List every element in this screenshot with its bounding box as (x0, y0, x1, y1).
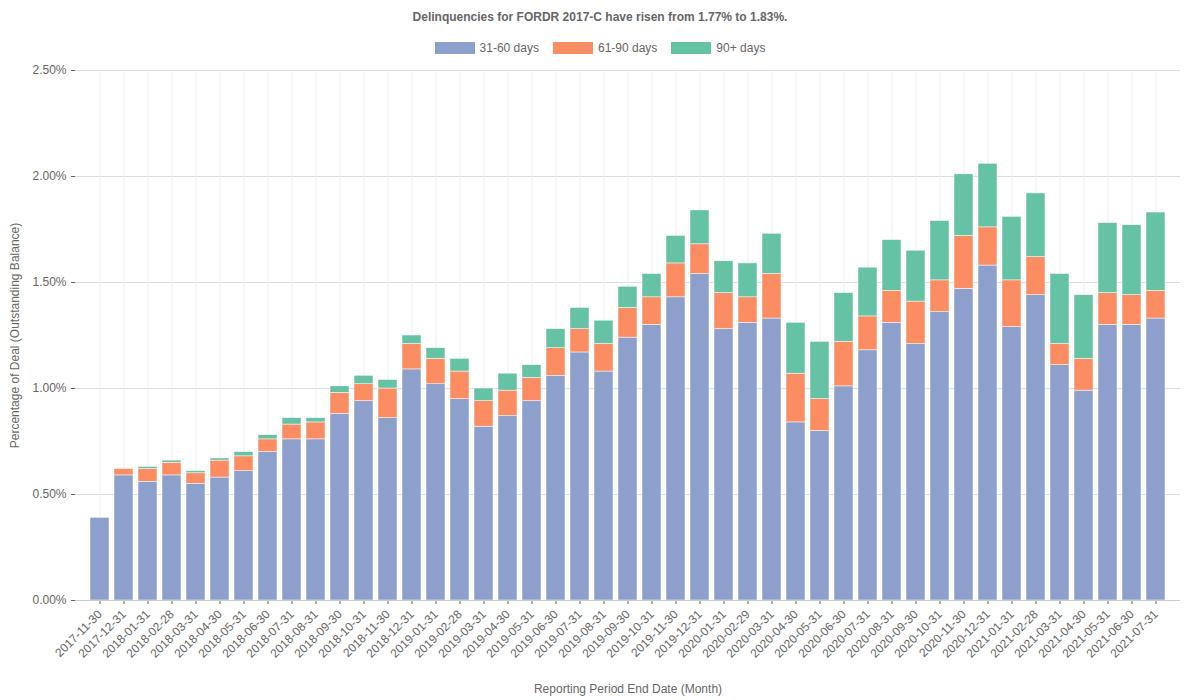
svg-text:2021-03-31: 2021-03-31 (1011, 607, 1065, 661)
svg-text:0.00%: 0.00% (32, 593, 66, 607)
svg-text:2020-02-29: 2020-02-29 (699, 607, 753, 661)
svg-text:2.50%: 2.50% (32, 63, 66, 77)
svg-text:2018-03-31: 2018-03-31 (147, 607, 201, 661)
svg-text:2019-02-28: 2019-02-28 (411, 607, 465, 661)
svg-text:2021-04-30: 2021-04-30 (1035, 607, 1089, 661)
svg-text:2019-03-31: 2019-03-31 (435, 607, 489, 661)
svg-text:2018-01-31: 2018-01-31 (99, 607, 153, 661)
svg-text:2018-07-31: 2018-07-31 (243, 607, 297, 661)
svg-text:2019-05-31: 2019-05-31 (483, 607, 537, 661)
svg-text:2020-06-30: 2020-06-30 (795, 607, 849, 661)
svg-text:2019-11-30: 2019-11-30 (628, 607, 681, 660)
svg-text:2020-12-31: 2020-12-31 (939, 607, 993, 661)
svg-text:2019-09-30: 2019-09-30 (579, 607, 633, 661)
html-text:90+ days: 90+ days (716, 41, 766, 55)
svg-text:2019-01-31: 2019-01-31 (387, 607, 441, 661)
svg-text:2020-04-30: 2020-04-30 (747, 607, 801, 661)
svg-text:0.50%: 0.50% (32, 487, 66, 501)
svg-text:2020-07-31: 2020-07-31 (819, 607, 873, 661)
svg-text:1.00%: 1.00% (32, 381, 66, 395)
svg-text:2021-01-31: 2021-01-31 (963, 607, 1017, 661)
html-text:Delinquencies for FORDR 2017-C: Delinquencies for FORDR 2017-C have rise… (412, 10, 788, 24)
html-text:31-60 days: 31-60 days (479, 41, 539, 55)
svg-text:2018-08-31: 2018-08-31 (267, 607, 321, 661)
svg-text:2020-01-31: 2020-01-31 (675, 607, 729, 661)
html-text:61-90 days: 61-90 days (598, 41, 658, 55)
svg-text:2021-06-30: 2021-06-30 (1083, 607, 1137, 661)
svg-text:2018-04-30: 2018-04-30 (171, 607, 225, 661)
svg-text:2017-12-31: 2017-12-31 (75, 607, 129, 661)
svg-text:Reporting Period End Date (Mon: Reporting Period End Date (Month) (534, 682, 722, 696)
svg-text:2019-08-31: 2019-08-31 (555, 607, 609, 661)
svg-text:1.50%: 1.50% (32, 275, 66, 289)
svg-text:2021-02-28: 2021-02-28 (987, 607, 1041, 661)
svg-text:2019-06-30: 2019-06-30 (507, 607, 561, 661)
svg-text:2020-11-30: 2020-11-30 (916, 607, 969, 660)
svg-text:2018-11-30: 2018-11-30 (340, 607, 393, 660)
svg-text:2019-12-31: 2019-12-31 (651, 607, 705, 661)
svg-text:2019-04-30: 2019-04-30 (459, 607, 513, 661)
svg-text:2018-09-30: 2018-09-30 (291, 607, 345, 661)
svg-text:2020-03-31: 2020-03-31 (723, 607, 777, 661)
svg-text:2.00%: 2.00% (32, 169, 66, 183)
svg-text:2021-07-31: 2021-07-31 (1108, 607, 1162, 661)
svg-text:2018-02-28: 2018-02-28 (123, 607, 177, 661)
svg-text:2021-05-31: 2021-05-31 (1059, 607, 1113, 661)
svg-text:2018-06-30: 2018-06-30 (219, 607, 273, 661)
svg-text:2018-12-31: 2018-12-31 (363, 607, 417, 661)
svg-text:2020-05-31: 2020-05-31 (771, 607, 825, 661)
svg-text:2020-10-31: 2020-10-31 (891, 607, 945, 661)
svg-text:2019-10-31: 2019-10-31 (603, 607, 657, 661)
svg-text:2018-05-31: 2018-05-31 (195, 607, 249, 661)
svg-text:2019-07-31: 2019-07-31 (531, 607, 585, 661)
svg-text:2020-09-30: 2020-09-30 (867, 607, 921, 661)
svg-text:2017-11-30: 2017-11-30 (52, 607, 105, 660)
svg-text:2020-08-31: 2020-08-31 (843, 607, 897, 661)
svg-text:Percentage of Deal (Outstandin: Percentage of Deal (Outstanding Balance) (8, 223, 22, 448)
svg-text:2018-10-31: 2018-10-31 (315, 607, 369, 661)
